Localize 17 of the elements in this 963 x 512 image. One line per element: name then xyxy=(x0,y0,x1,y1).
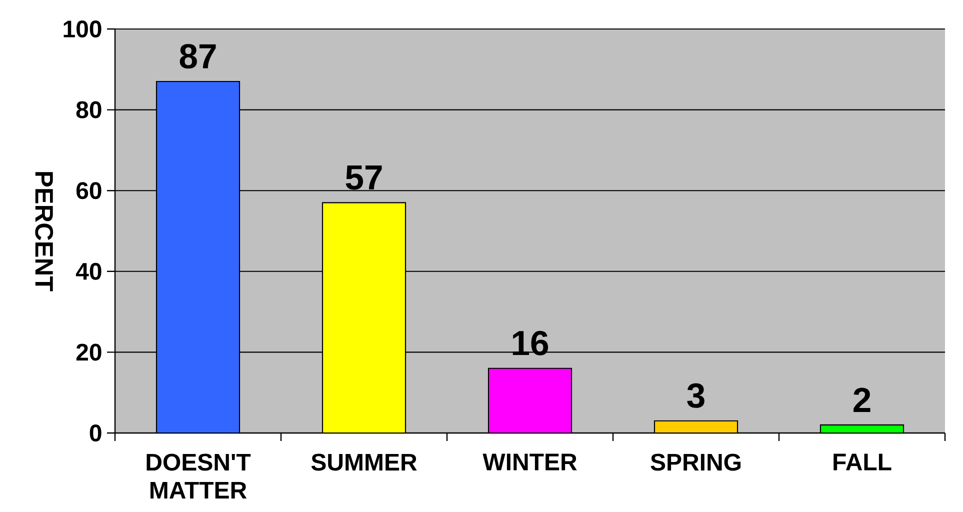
y-tick-label: 40 xyxy=(76,262,102,280)
x-tick-label: FALL xyxy=(834,454,892,470)
x-tick-label: WINTER xyxy=(482,454,577,470)
y-tick-label: 0 xyxy=(90,424,102,442)
y-tick-label: 20 xyxy=(76,344,102,361)
x-tick-label: SPRING xyxy=(650,454,741,471)
y-tick-label: 80 xyxy=(76,101,102,118)
data-label: 87 xyxy=(180,44,216,69)
data-label: 2 xyxy=(854,388,870,412)
x-tick-label: SUMMER xyxy=(311,454,417,471)
data-label: 16 xyxy=(512,330,548,356)
data-label: 3 xyxy=(687,383,704,408)
y-tick-label: 100 xyxy=(64,20,102,38)
data-label: 57 xyxy=(346,166,382,190)
x-tick-label: DOESN'T MATTER xyxy=(146,454,251,498)
y-axis-title: PERCENT xyxy=(35,172,54,292)
y-tick-label: 60 xyxy=(76,182,102,200)
